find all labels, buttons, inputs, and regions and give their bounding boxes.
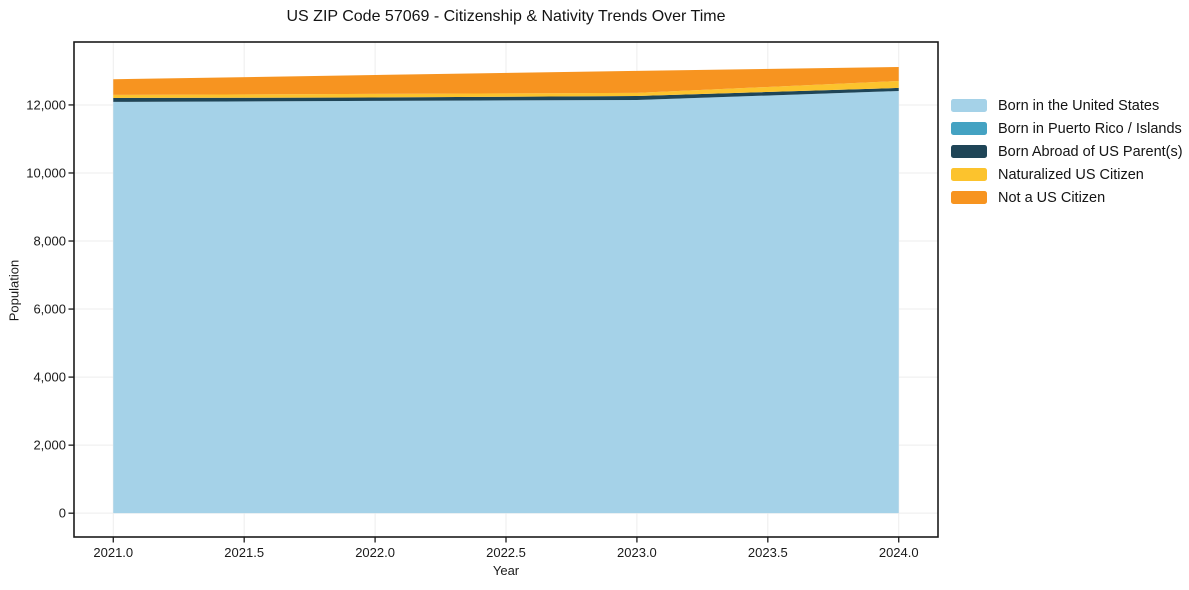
area-series-naturalized-us-citizen <box>113 80 899 98</box>
legend-swatch-icon <box>951 99 987 112</box>
y-tick-label: 4,000 <box>33 369 66 385</box>
y-axis-label: Population <box>6 259 22 322</box>
legend-label: Naturalized US Citizen <box>998 166 1144 183</box>
y-tick-label: 8,000 <box>33 233 66 249</box>
y-tick-label: 0 <box>58 505 66 521</box>
x-tick-label: 2022.5 <box>486 545 526 560</box>
chart-title: US ZIP Code 57069 - Citizenship & Nativi… <box>286 8 726 25</box>
x-tick-label: 2021.5 <box>224 545 265 560</box>
legend-label: Not a US Citizen <box>998 189 1106 206</box>
x-tick-label: 2022.0 <box>355 545 395 560</box>
legend-item: Naturalized US Citizen <box>951 166 1183 183</box>
y-tick-label: 12,000 <box>26 97 66 113</box>
legend-label: Born in the United States <box>998 97 1160 114</box>
x-tick-label: 2024.0 <box>878 545 919 560</box>
y-tick-label: 2,000 <box>33 437 66 453</box>
legend-item: Born in the United States <box>951 97 1183 114</box>
y-tick-label: 10,000 <box>26 165 66 181</box>
x-tick-label: 2023.5 <box>747 545 788 560</box>
legend: Born in the United States Born in Puerto … <box>951 97 1183 206</box>
legend-label: Born Abroad of US Parent(s) <box>998 143 1183 160</box>
x-tick-label: 2021.0 <box>93 545 134 560</box>
y-tick-label: 6,000 <box>33 301 66 317</box>
legend-swatch-icon <box>951 145 987 158</box>
area-series-born-in-the-united-states <box>113 90 899 514</box>
area-series-born-abroad-of-us-parent-s- <box>113 87 899 102</box>
legend-swatch-icon <box>951 168 987 181</box>
legend-label: Born in Puerto Rico / Islands <box>998 120 1182 137</box>
legend-item: Born Abroad of US Parent(s) <box>951 143 1183 160</box>
area-series-not-a-us-citizen <box>113 67 899 95</box>
x-axis-label: Year <box>492 563 520 578</box>
legend-swatch-icon <box>951 191 987 204</box>
legend-item: Born in Puerto Rico / Islands <box>951 120 1183 137</box>
legend-swatch-icon <box>951 122 987 135</box>
legend-item: Not a US Citizen <box>951 189 1183 206</box>
x-tick-label: 2023.0 <box>617 545 657 560</box>
